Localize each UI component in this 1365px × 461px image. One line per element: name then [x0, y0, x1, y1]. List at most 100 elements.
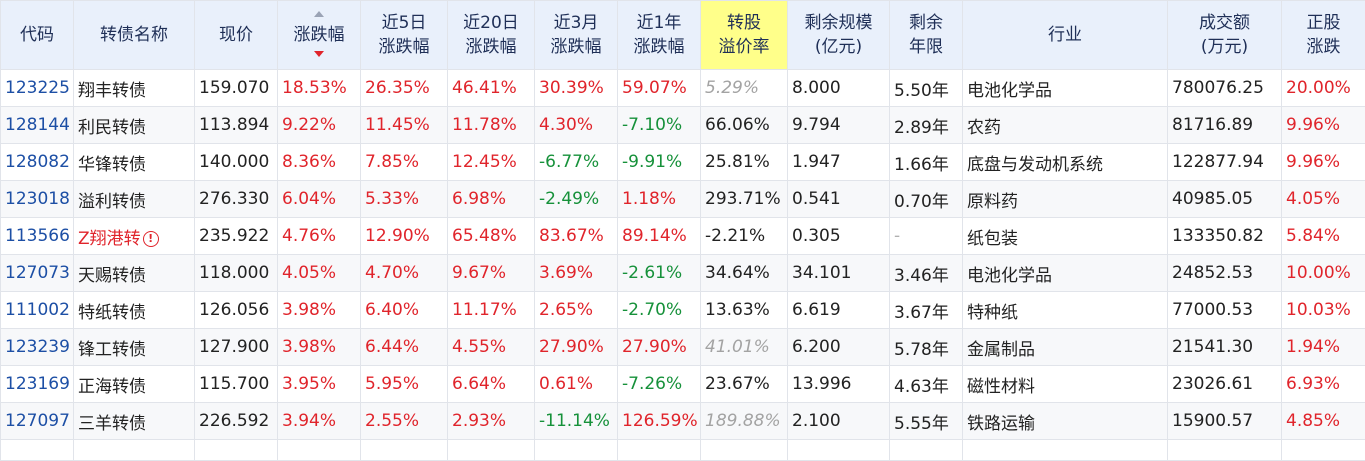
cell-chg3m: -11.14% — [535, 403, 618, 440]
cell-code[interactable]: 123018 — [1, 181, 74, 218]
chg5d-value: 2.55% — [365, 411, 419, 431]
cell-chg5d: 5.95% — [361, 366, 448, 403]
col-header-chg3m[interactable]: 近3月涨跌幅 — [535, 1, 618, 70]
cell-chg1y: -2.70% — [618, 292, 701, 329]
col-header-chg20d[interactable]: 近20日涨跌幅 — [448, 1, 535, 70]
code-value: 123169 — [5, 374, 70, 394]
cell-code[interactable]: 123169 — [1, 366, 74, 403]
cell-code[interactable]: 128082 — [1, 144, 74, 181]
cell-code[interactable]: 127073 — [1, 255, 74, 292]
volume-value: 133350.82 — [1172, 226, 1264, 246]
industry-value: 原料药 — [967, 192, 1018, 212]
cell-years: - — [890, 218, 963, 255]
cell-name[interactable]: 利民转债 — [74, 107, 195, 144]
cell-name[interactable]: 锋工转债 — [74, 329, 195, 366]
change-value: 9.22% — [282, 115, 336, 135]
col-header-change[interactable]: 涨跌幅 — [278, 1, 361, 70]
chg1y-value: -2.70% — [622, 300, 682, 320]
cell-industry: 金属制品 — [963, 329, 1168, 366]
cell-years: 4.63年 — [890, 366, 963, 403]
chg3m-value: -2.49% — [539, 189, 599, 209]
cell-chg5d: 26.35% — [361, 70, 448, 107]
cell-name[interactable]: Z翔港转! — [74, 218, 195, 255]
cell-name[interactable]: 溢利转债 — [74, 181, 195, 218]
cell-chg20d: 46.41% — [448, 70, 535, 107]
cell-code[interactable]: 123225 — [1, 70, 74, 107]
cell-code[interactable]: 128144 — [1, 107, 74, 144]
price-value: 126.056 — [199, 300, 269, 320]
cell-name[interactable]: 天赐转债 — [74, 255, 195, 292]
cell-scale: 0.305 — [788, 218, 890, 255]
chg5d-value: 6.44% — [365, 337, 419, 357]
cell-chg5d: 6.44% — [361, 329, 448, 366]
cell-premium: -2.21% — [701, 218, 788, 255]
empty-cell — [788, 440, 890, 461]
warning-icon[interactable]: ! — [143, 231, 159, 247]
col-header-name[interactable]: 转债名称 — [74, 1, 195, 70]
empty-cell — [535, 440, 618, 461]
cell-name[interactable]: 翔丰转债 — [74, 70, 195, 107]
col-header-industry[interactable]: 行业 — [963, 1, 1168, 70]
cell-name[interactable]: 特纸转债 — [74, 292, 195, 329]
col-header-stock-change[interactable]: 正股涨跌 — [1282, 1, 1365, 70]
cell-industry: 纸包装 — [963, 218, 1168, 255]
years-value: 1.66年 — [894, 155, 949, 175]
chg5d-value: 7.85% — [365, 152, 419, 172]
cell-industry: 磁性材料 — [963, 366, 1168, 403]
cell-chg1y: -2.61% — [618, 255, 701, 292]
chg5d-value: 26.35% — [365, 78, 430, 98]
cell-name[interactable]: 华锋转债 — [74, 144, 195, 181]
chg3m-value: 83.67% — [539, 226, 604, 246]
cell-industry: 电池化学品 — [963, 255, 1168, 292]
name-value: 溢利转债 — [78, 192, 146, 212]
name-value: Z翔港转 — [78, 229, 141, 249]
cell-stock-chg: 4.05% — [1282, 181, 1365, 218]
cell-premium: 189.88% — [701, 403, 788, 440]
name-value: 利民转债 — [78, 118, 146, 138]
cell-name[interactable]: 三羊转债 — [74, 403, 195, 440]
col-header-scale[interactable]: 剩余规模(亿元) — [788, 1, 890, 70]
change-value: 3.98% — [282, 300, 336, 320]
col-header-premium[interactable]: 转股溢价率 — [701, 1, 788, 70]
cell-code[interactable]: 111002 — [1, 292, 74, 329]
years-value: 5.78年 — [894, 340, 949, 360]
cell-chg3m: 0.61% — [535, 366, 618, 403]
col-header-code[interactable]: 代码 — [1, 1, 74, 70]
col-header-price[interactable]: 现价 — [195, 1, 278, 70]
col-header-chg5d[interactable]: 近5日涨跌幅 — [361, 1, 448, 70]
name-value: 三羊转债 — [78, 414, 146, 434]
col-header-years[interactable]: 剩余年限 — [890, 1, 963, 70]
industry-value: 底盘与发动机系统 — [967, 155, 1103, 175]
cell-name[interactable]: 正海转债 — [74, 366, 195, 403]
cell-code[interactable]: 127097 — [1, 403, 74, 440]
premium-value: 13.63% — [705, 300, 770, 320]
volume-value: 40985.05 — [1172, 189, 1253, 209]
volume-value: 780076.25 — [1172, 78, 1264, 98]
cell-stock-chg: 9.96% — [1282, 107, 1365, 144]
scale-value: 0.541 — [792, 189, 841, 209]
change-value: 3.95% — [282, 374, 336, 394]
premium-value: 293.71% — [705, 189, 781, 209]
empty-cell — [195, 440, 278, 461]
name-value: 锋工转债 — [78, 340, 146, 360]
cell-code[interactable]: 123239 — [1, 329, 74, 366]
chg1y-value: 1.18% — [622, 189, 676, 209]
col-header-volume[interactable]: 成交额(万元) — [1168, 1, 1282, 70]
code-value: 127073 — [5, 263, 70, 283]
cell-chg3m: 3.69% — [535, 255, 618, 292]
cell-chg5d: 4.70% — [361, 255, 448, 292]
col-header-chg1y[interactable]: 近1年涨跌幅 — [618, 1, 701, 70]
cell-code[interactable]: 113566 — [1, 218, 74, 255]
cell-price: 127.900 — [195, 329, 278, 366]
change-value: 4.76% — [282, 226, 336, 246]
